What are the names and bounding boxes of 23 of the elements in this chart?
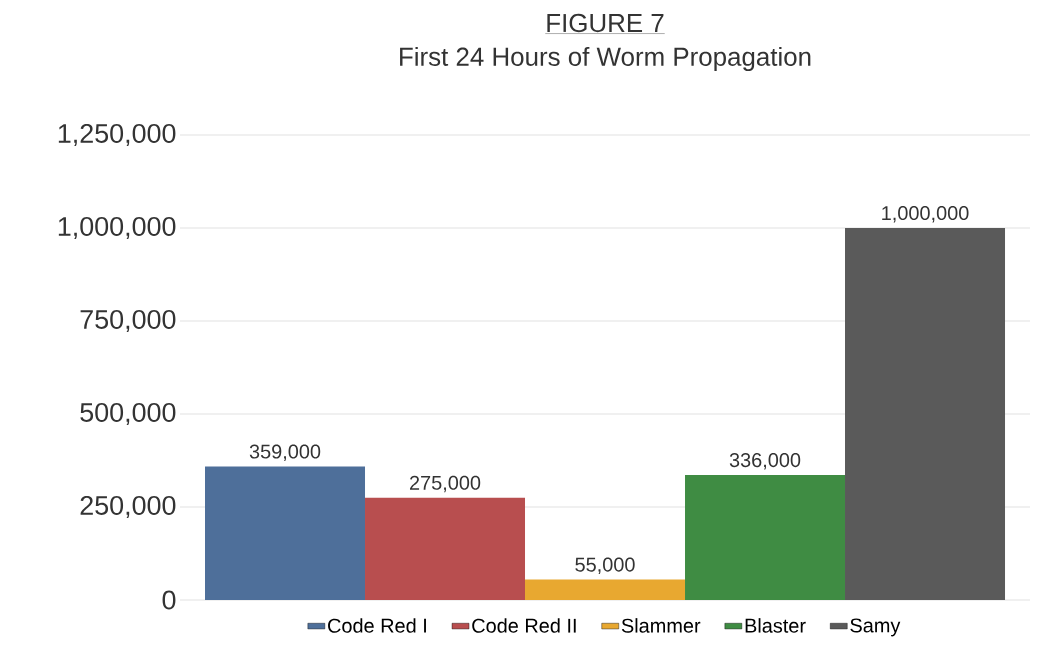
- y-tick-label: 500,000: [80, 402, 176, 426]
- data-label: 1,000,000: [882, 206, 969, 223]
- chart-subtitle: First 24 Hours of Worm Propagation: [400, 46, 811, 72]
- y-tick-label: 750,000: [80, 309, 176, 333]
- bar: [845, 228, 1006, 600]
- bar: [525, 579, 686, 600]
- bar: [205, 466, 366, 600]
- y-tick-label: 1,000,000: [58, 216, 176, 240]
- y-tick-label: 0: [162, 590, 176, 610]
- legend-label: Slammer: [621, 618, 701, 633]
- chart-title: FIGURE 7: [547, 13, 664, 33]
- legend-label: Code Red I: [328, 618, 426, 633]
- bar: [365, 497, 526, 600]
- bar: [685, 475, 846, 600]
- data-label: 55,000: [575, 557, 635, 575]
- legend-label: Samy: [850, 618, 901, 637]
- data-label: 275,000: [409, 475, 481, 493]
- legend-label: Code Red II: [472, 618, 576, 633]
- y-tick-label: 250,000: [80, 495, 176, 519]
- data-label: 359,000: [249, 444, 321, 461]
- legend-label: Blaster: [745, 618, 806, 633]
- y-tick-label: 1,250,000: [58, 123, 176, 147]
- data-label: 336,000: [729, 453, 801, 470]
